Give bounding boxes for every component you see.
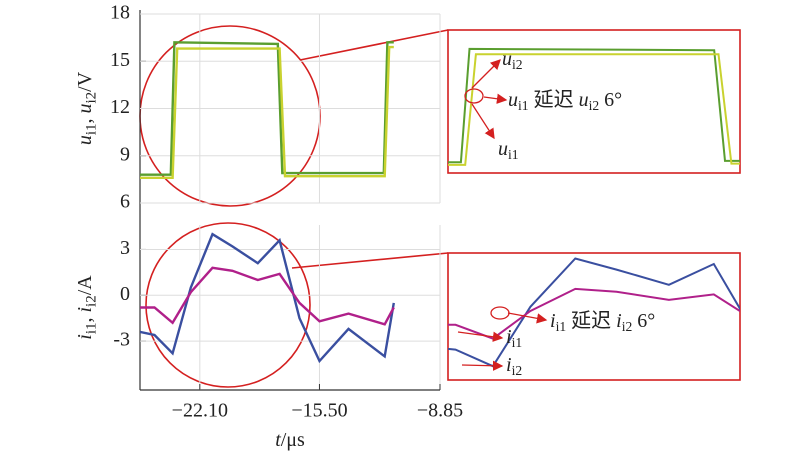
text-part: i <box>616 310 622 332</box>
y-axis-label: ui1, ui2/V <box>74 71 100 145</box>
series-line <box>140 41 394 176</box>
text-part: u <box>502 48 512 70</box>
text-part: i2 <box>512 57 523 72</box>
annotation: ii1 <box>506 326 522 351</box>
text-part: i1 <box>84 323 100 335</box>
zoom-circle <box>145 222 311 388</box>
annotation-arrow <box>471 59 501 89</box>
y-tick-label: -3 <box>113 329 130 351</box>
connector <box>291 252 449 269</box>
connector <box>299 29 449 61</box>
inset-frame <box>447 252 741 381</box>
text-part: i2 <box>84 92 100 104</box>
text-part: u <box>579 89 589 111</box>
text-part: i <box>550 310 556 332</box>
annotation-arrow <box>461 360 504 371</box>
x-tick-label: −22.10 <box>172 400 228 422</box>
annotation-arrow <box>483 93 508 104</box>
inset-line <box>448 47 740 164</box>
text-part: 延迟 <box>566 309 616 332</box>
x-tick-label: −8.85 <box>417 400 463 422</box>
y-tick-label: 9 <box>120 143 130 165</box>
text-part: i <box>74 334 96 340</box>
annotation: ui1 延迟 ui2 6° <box>508 88 622 114</box>
text-part: 6° <box>599 89 622 111</box>
text-part: /μs <box>281 429 305 451</box>
series-line <box>140 232 395 364</box>
annotation: ii2 <box>506 354 522 379</box>
text-part: i <box>506 354 512 376</box>
text-part: /A <box>74 275 96 296</box>
text-part: i1 <box>556 319 567 334</box>
x-tick-label: −15.50 <box>291 400 347 422</box>
text-part: u <box>74 135 96 145</box>
inset-frame <box>447 29 741 174</box>
x-axis-label: t/μs <box>275 429 305 451</box>
text-part: i2 <box>589 98 600 113</box>
text-part: , <box>74 114 96 124</box>
text-part: u <box>498 138 508 160</box>
annotation: ii1 延迟 ii2 6° <box>550 309 655 335</box>
y-tick-label: 3 <box>120 237 130 259</box>
series-line <box>140 45 394 179</box>
zoom-decorations <box>139 25 741 388</box>
text-part: 6° <box>632 310 655 332</box>
annotation-arrow <box>457 331 504 342</box>
text-part: i <box>74 307 96 313</box>
text-part: u <box>508 89 518 111</box>
text-part: , <box>74 313 96 323</box>
text-part: i2 <box>512 363 523 378</box>
y-tick-label: 0 <box>120 283 130 305</box>
y-tick-label: 6 <box>120 191 130 213</box>
inset-line <box>448 53 740 166</box>
text-part: u <box>74 104 96 114</box>
text-part: i1 <box>512 335 523 350</box>
highlight-ellipse <box>464 88 484 104</box>
text-part: i1 <box>508 147 519 162</box>
y-tick-label: 15 <box>110 49 130 71</box>
highlight-ellipse <box>490 306 510 320</box>
y-axis-label: ii1, ii2/A <box>74 275 100 340</box>
y-tick-label: 18 <box>110 2 130 24</box>
text-part: i2 <box>622 319 633 334</box>
annotation-arrow <box>471 103 495 140</box>
annotation-arrow <box>507 312 548 324</box>
y-tick-label: 12 <box>110 96 130 118</box>
text-part: t <box>275 429 281 451</box>
text-part: i2 <box>84 295 100 307</box>
text-part: i1 <box>518 98 529 113</box>
annotation: ui1 <box>498 138 519 163</box>
text-part: i1 <box>84 124 100 136</box>
series-line <box>140 266 395 326</box>
text-part: /V <box>74 71 96 92</box>
annotation: ui2 <box>502 48 523 73</box>
text-part: i <box>506 326 512 348</box>
text-part: 延迟 <box>529 88 579 111</box>
